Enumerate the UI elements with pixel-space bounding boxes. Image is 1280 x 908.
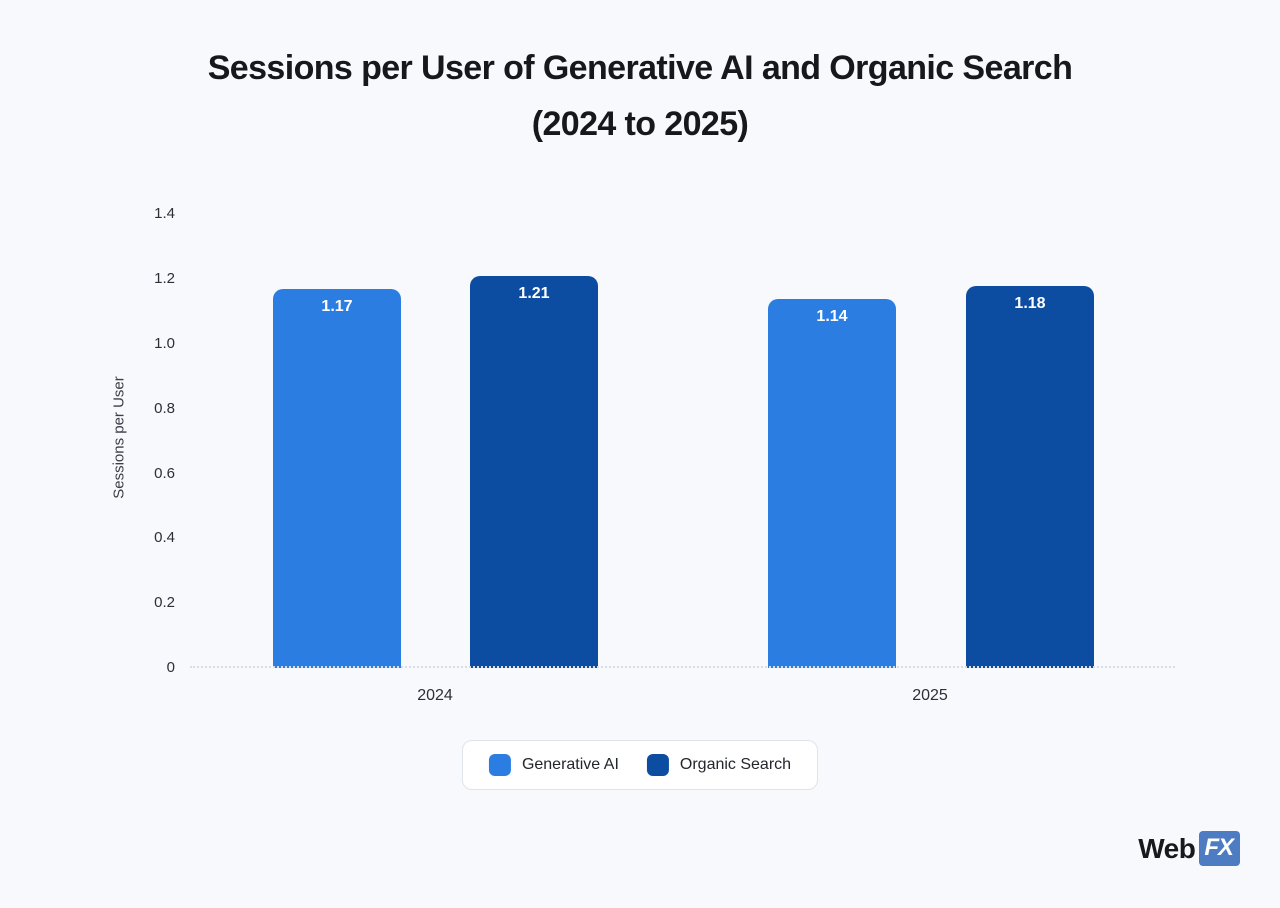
y-tick-label: 0.8 bbox=[154, 399, 175, 417]
y-axis-title: Sessions per User bbox=[110, 376, 128, 499]
y-tick-label: 0.6 bbox=[154, 464, 175, 482]
legend-label: Organic Search bbox=[679, 756, 792, 773]
y-tick-label: 1.2 bbox=[154, 270, 175, 288]
x-tick-label: 2025 bbox=[912, 687, 948, 704]
webfx-logo: Web FX bbox=[1138, 831, 1240, 866]
generative-ai-swatch-icon bbox=[488, 754, 511, 776]
webfx-logo-web-text: Web bbox=[1138, 832, 1196, 864]
organic-search-swatch-icon bbox=[646, 754, 669, 776]
bar-value-label: 1.14 bbox=[816, 308, 848, 325]
legend: Generative AI Organic Search bbox=[461, 740, 819, 790]
x-tick-label: 2024 bbox=[417, 687, 453, 704]
bar-organic-search-2025: 1.18 bbox=[966, 286, 1094, 668]
y-tick-label: 0.4 bbox=[154, 529, 175, 547]
webfx-logo-fx-badge: FX bbox=[1199, 831, 1240, 866]
bar-value-label: 1.21 bbox=[518, 285, 550, 302]
y-tick-label: 0.2 bbox=[154, 594, 175, 612]
y-tick-label: 1.4 bbox=[154, 205, 175, 223]
page-title: Sessions per User of Generative AI and O… bbox=[0, 40, 1280, 152]
title-line-2: (2024 to 2025) bbox=[531, 105, 749, 143]
y-tick-label: 0 bbox=[166, 659, 175, 676]
x-axis-line bbox=[190, 666, 1175, 668]
legend-label: Generative AI bbox=[521, 756, 619, 773]
title-line-1: Sessions per User of Generative AI and O… bbox=[207, 49, 1073, 87]
bar-value-label: 1.18 bbox=[1014, 295, 1046, 312]
y-tick-label: 1.0 bbox=[154, 335, 175, 352]
bar-generative-ai-2024: 1.17 bbox=[273, 289, 401, 668]
legend-item-generative-ai: Generative AI bbox=[488, 754, 619, 776]
bar-organic-search-2024: 1.21 bbox=[470, 276, 598, 668]
bar-value-label: 1.17 bbox=[321, 298, 353, 315]
legend-item-organic-search: Organic Search bbox=[646, 754, 792, 776]
bar-generative-ai-2025: 1.14 bbox=[768, 299, 896, 668]
